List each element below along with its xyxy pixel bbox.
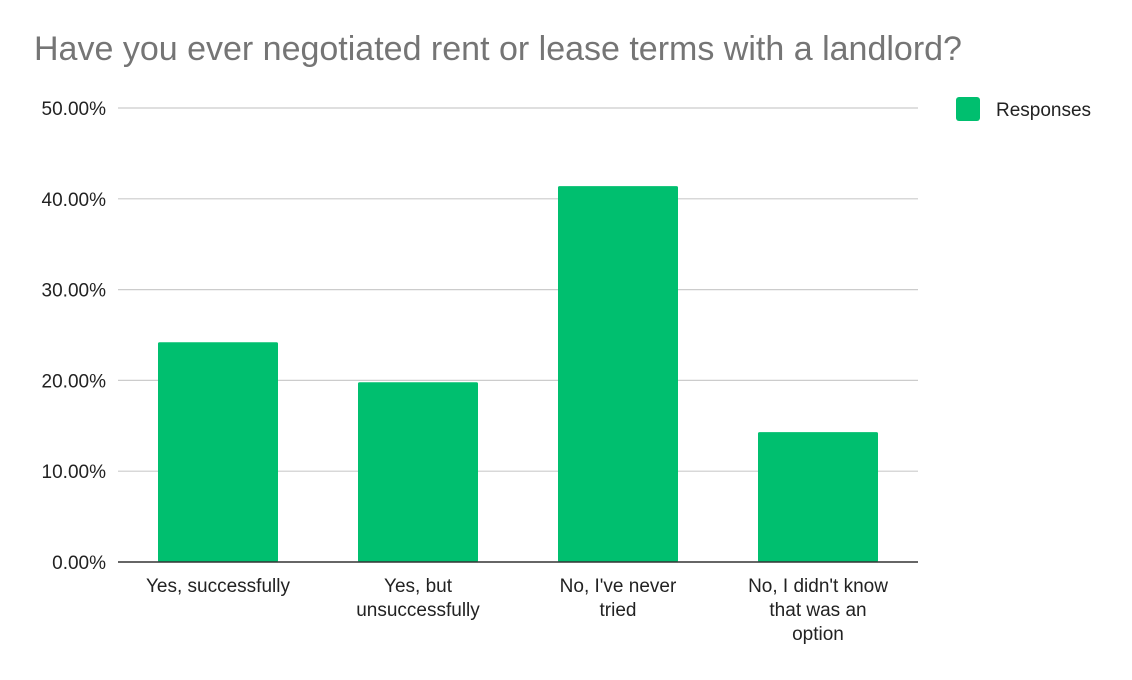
bar[interactable] — [758, 432, 878, 562]
y-tick-label: 0.00% — [52, 553, 106, 574]
x-category-label-line: Yes, successfully — [146, 576, 290, 597]
legend-label[interactable]: Responses — [996, 100, 1091, 121]
x-category-label-line: option — [792, 624, 844, 645]
x-category-label-line: tried — [600, 600, 637, 621]
x-category-label-line: that was an — [769, 600, 866, 621]
x-category-label: Yes, but unsuccessfully — [356, 576, 480, 621]
y-axis-ticks: 0.00% 10.00% 20.00% 30.00% 40.00% 50.00% — [42, 99, 107, 574]
x-category-label-line: Yes, but — [384, 576, 453, 597]
x-category-label-line: unsuccessfully — [356, 600, 480, 621]
x-category-label: Yes, successfully — [146, 576, 290, 597]
x-category-label: No, I've never tried — [560, 576, 677, 621]
x-category-label-line: No, I didn't know — [748, 576, 888, 597]
y-tick-label: 40.00% — [42, 190, 107, 211]
y-tick-label: 20.00% — [42, 371, 107, 392]
bar[interactable] — [358, 382, 478, 562]
y-tick-label: 10.00% — [42, 462, 107, 483]
bars — [158, 186, 878, 562]
x-category-label: No, I didn't know that was an option — [748, 576, 888, 645]
chart-title: Have you ever negotiated rent or lease t… — [34, 30, 962, 68]
x-axis-labels: Yes, successfully Yes, but unsuccessfully N… — [146, 576, 888, 645]
y-tick-label: 50.00% — [42, 99, 107, 120]
x-category-label-line: No, I've never — [560, 576, 677, 597]
bar[interactable] — [558, 186, 678, 562]
legend[interactable]: Responses — [956, 97, 1091, 121]
y-tick-label: 30.00% — [42, 281, 107, 302]
bar[interactable] — [158, 342, 278, 562]
legend-swatch[interactable] — [956, 97, 980, 121]
